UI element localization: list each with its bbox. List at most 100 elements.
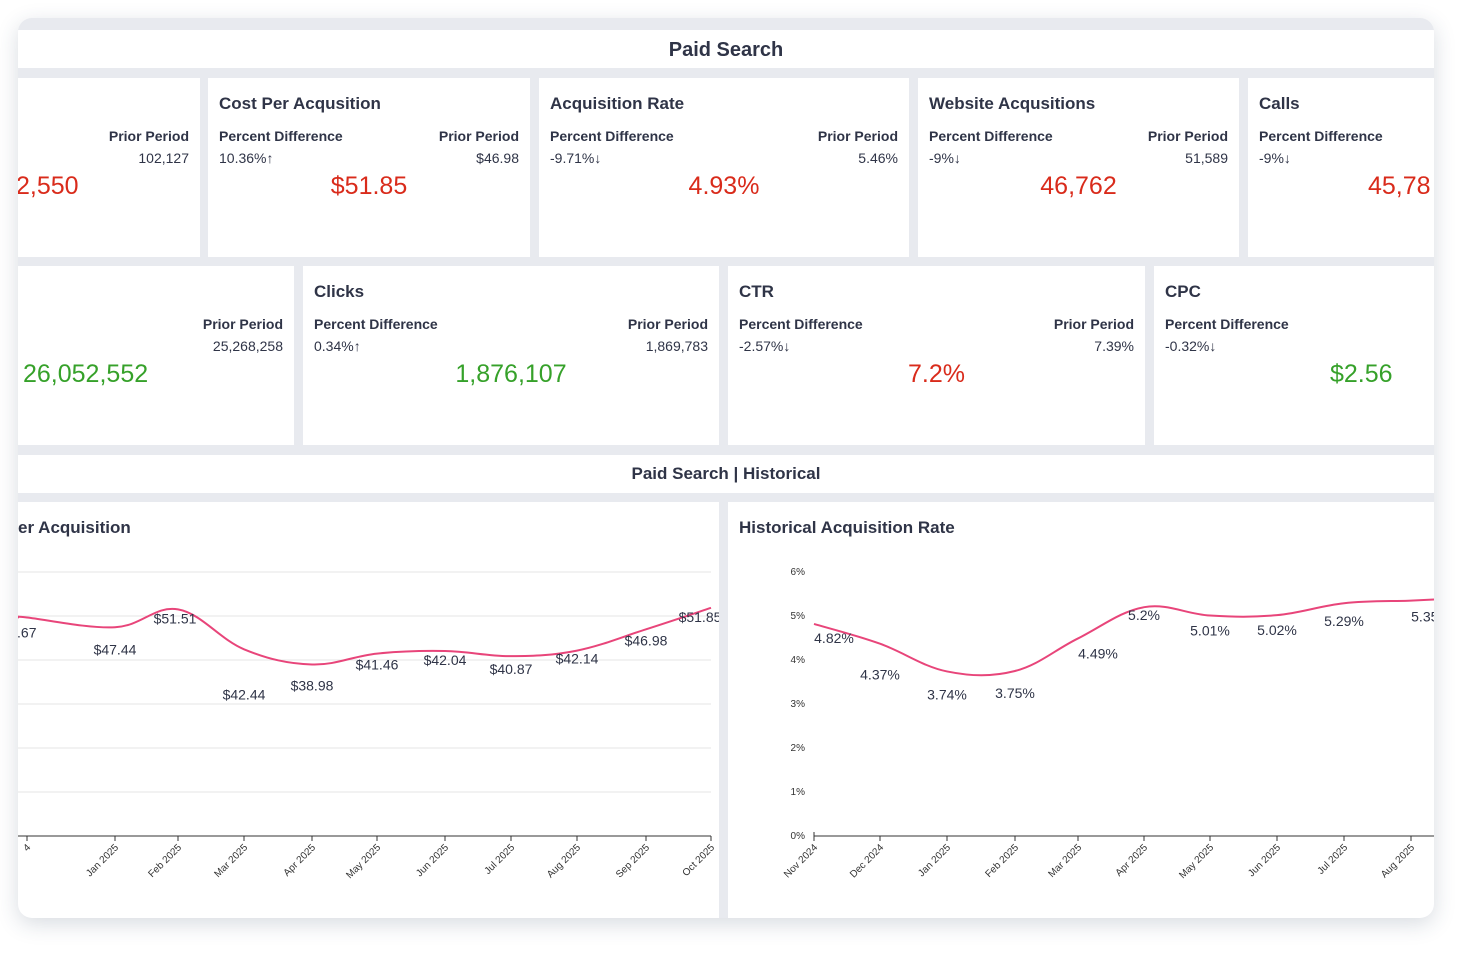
prior-period-label: Prior Period (108, 128, 189, 144)
data-label: 3.75% (995, 685, 1035, 701)
x-tick-label: Feb 2025 (983, 842, 1021, 880)
series-line (18, 606, 712, 666)
x-tick-label: May 2025 (1177, 842, 1216, 881)
x-tick-label: Mar 2025 (1046, 842, 1084, 880)
x-tick-label: Mar 2025 (212, 842, 250, 880)
data-label: 4.49% (1078, 645, 1118, 661)
percent-difference-label: Percent Difference (1165, 316, 1289, 332)
data-label: $41.46 (356, 657, 399, 673)
data-label: 4.82% (814, 630, 854, 646)
y-tick-label: 3% (791, 699, 806, 710)
x-tick-label: Nov 2024 (782, 842, 820, 880)
kpi-title: Clicks (314, 282, 365, 301)
percent-difference-value: -9.71%↓ (550, 150, 602, 166)
data-label: $42.14 (556, 651, 599, 667)
kpi-card-acquisition-rate: Acquisition Rate Percent Difference -9.7… (539, 78, 909, 257)
prior-period-label: Prior Period (627, 316, 708, 332)
historical-section-title: Paid Search | Historical (18, 455, 1434, 493)
kpi-card-ctr: CTR Percent Difference -2.57%↓ Prior Per… (728, 266, 1145, 445)
kpi-value: 2,550 (18, 172, 79, 200)
kpi-title: CPC (1165, 282, 1201, 301)
kpi-title: Website Acqusitions (929, 94, 1096, 113)
prior-period-value: $46.98 (476, 150, 519, 166)
kpi-title: CTR (739, 282, 774, 301)
chart-panel-acquisition-rate: Historical Acquisition Rate 0% 1% 2% 3% 4% 5%… (728, 502, 1434, 918)
section-title: Paid Search (18, 30, 1434, 68)
x-tick-label: Sep 2025 (614, 842, 652, 880)
kpi-value: 45,78 (1368, 172, 1431, 200)
data-label: 3.74% (927, 686, 967, 702)
prior-period-value: 51,589 (1185, 150, 1228, 166)
data-label: $47.44 (94, 641, 137, 657)
chart-cost-per-acquisition: 4 Jan 2025 Feb 2025 Mar 2025 Apr 2025 May 202… (18, 571, 719, 881)
prior-period-value: 1,869,783 (645, 338, 708, 354)
x-tick-label: Apr 2025 (1114, 842, 1151, 879)
percent-difference-value: -0.32%↓ (1165, 338, 1217, 354)
x-tick-label: Jan 2025 (84, 842, 121, 879)
data-label: 5.02% (1257, 622, 1297, 638)
y-tick-label: 6% (791, 567, 806, 578)
x-tick-label: Aug 2025 (1379, 842, 1417, 880)
percent-difference-value: 0.34%↑ (314, 338, 361, 354)
kpi-value: 1,876,107 (455, 360, 567, 388)
data-label: 5.29% (1324, 613, 1364, 629)
prior-period-value: 7.39% (1094, 338, 1134, 354)
prior-period-label: Prior Period (817, 128, 898, 144)
data-label: $42.44 (223, 686, 266, 702)
data-label: 5.35% (1411, 609, 1434, 625)
chart-acquisition-rate: 0% 1% 2% 3% 4% 5% 6% Nov 2024 Dec 2024 Jan 2025 Fe… (782, 567, 1434, 881)
chart-title: Historical Acquisition Rate (739, 518, 955, 537)
y-tick-label: 0% (791, 831, 806, 842)
x-tick-label: Jul 2025 (1316, 842, 1351, 877)
series-line (813, 598, 1434, 677)
percent-difference-label: Percent Difference (550, 128, 674, 144)
percent-difference-label: Percent Difference (219, 128, 343, 144)
data-label: $38.98 (291, 677, 334, 693)
prior-period-label: Prior Period (438, 128, 519, 144)
percent-difference-label: Percent Difference (739, 316, 863, 332)
y-tick-label: 4% (791, 655, 806, 666)
kpi-card-cost-per-acquisition: Cost Per Acqusition Percent Difference 1… (208, 78, 530, 257)
kpi-value: 26,052,552 (23, 360, 149, 388)
x-tick-label: Jan 2025 (916, 842, 953, 879)
prior-period-value: 5.46% (858, 150, 898, 166)
kpi-card: Prior Period 25,268,258 26,052,552 (18, 266, 294, 445)
kpi-value: 7.2% (908, 360, 965, 388)
x-tick-label: Oct 2025 (681, 842, 718, 879)
x-tick-label: 4 (21, 842, 33, 854)
prior-period-label: Prior Period (1147, 128, 1228, 144)
kpi-card-clicks: Clicks Percent Difference 0.34%↑ Prior P… (303, 266, 719, 445)
x-tick-label: Feb 2025 (146, 842, 184, 880)
chart-title: er Acquisition (18, 518, 131, 537)
kpi-title: Acquisition Rate (550, 94, 685, 113)
percent-difference-value: -9%↓ (1259, 150, 1291, 166)
x-tick-label: Aug 2025 (545, 842, 583, 880)
data-label: $51.85 (679, 609, 719, 625)
x-tick-label: May 2025 (344, 842, 383, 881)
prior-period-label: Prior Period (202, 316, 283, 332)
data-label: 4.37% (860, 667, 900, 683)
kpi-value: $2.56 (1330, 360, 1393, 388)
kpi-value: $51.85 (330, 172, 408, 200)
percent-difference-value: -9%↓ (929, 150, 961, 166)
data-label: 5.2% (1128, 607, 1160, 623)
x-tick-label: Dec 2024 (848, 842, 886, 880)
kpi-value: 46,762 (1040, 172, 1117, 200)
kpi-value: 4.93% (688, 172, 760, 200)
kpi-title: Cost Per Acqusition (219, 94, 381, 113)
data-label: $40.87 (490, 661, 533, 677)
percent-difference-label: Percent Difference (929, 128, 1053, 144)
data-label: $42.04 (424, 652, 467, 668)
chart-panel-cost-per-acquisition: er Acquisition 4 Jan 2025 Feb 2025 Mar 2025… (18, 502, 719, 918)
y-tick-label: 1% (791, 787, 806, 798)
percent-difference-value: 10.36%↑ (219, 150, 274, 166)
kpi-card-website-acquisitions: Website Acqusitions Percent Difference -… (918, 78, 1239, 257)
kpi-title: Calls (1259, 94, 1300, 113)
data-label: $46.98 (625, 632, 668, 648)
kpi-card-cpc: CPC Percent Difference -0.32%↓ $2.56 (1154, 266, 1434, 445)
kpi-card-calls: Calls Percent Difference -9%↓ 45,78 (1248, 78, 1434, 257)
x-tick-label: Jun 2025 (414, 842, 451, 879)
percent-difference-label: Percent Difference (314, 316, 438, 332)
prior-period-value: 102,127 (138, 150, 189, 166)
prior-period-value: 25,268,258 (212, 338, 283, 354)
